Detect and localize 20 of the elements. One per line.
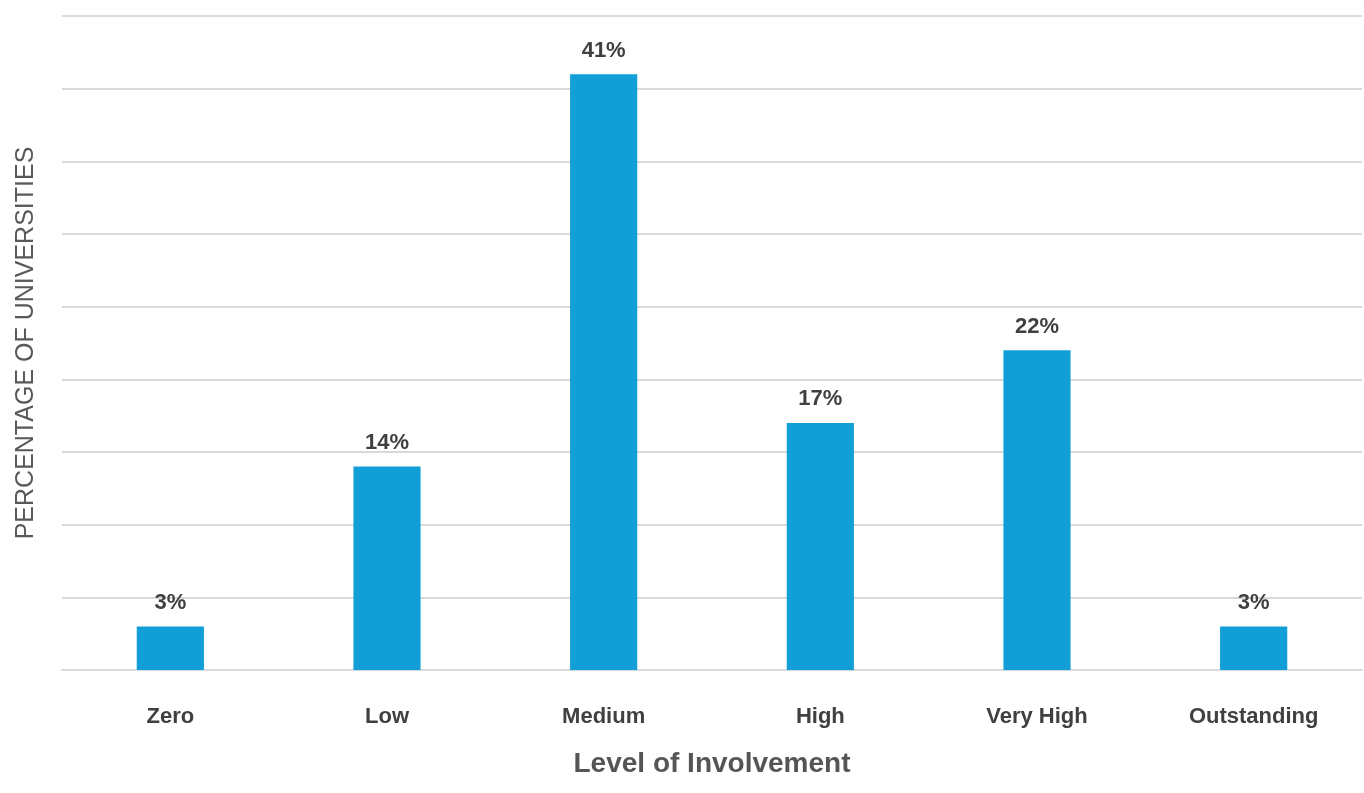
bar	[1003, 350, 1071, 670]
x-tick-label: Zero	[146, 702, 195, 728]
x-tick-label: High	[795, 702, 845, 728]
bar	[1220, 626, 1288, 670]
bar	[353, 466, 421, 670]
x-tick-label: Low	[365, 702, 410, 728]
data-label: 3%	[154, 588, 187, 614]
x-axis-title: Level of Involvement	[573, 746, 851, 778]
bar	[136, 626, 204, 670]
data-label: 3%	[1237, 588, 1270, 614]
y-axis-title: PERCENTAGE OF UNIVERSITIES	[9, 146, 38, 540]
data-label: 41%	[581, 36, 626, 62]
x-tick-label: Medium	[562, 702, 646, 728]
bar	[570, 74, 638, 670]
data-label: 14%	[364, 429, 410, 455]
x-tick-label: Outstanding	[1188, 702, 1319, 728]
x-tick-label: Very High	[986, 702, 1088, 728]
bar	[786, 422, 854, 670]
data-label: 17%	[798, 385, 843, 411]
data-label: 22%	[1014, 312, 1060, 338]
